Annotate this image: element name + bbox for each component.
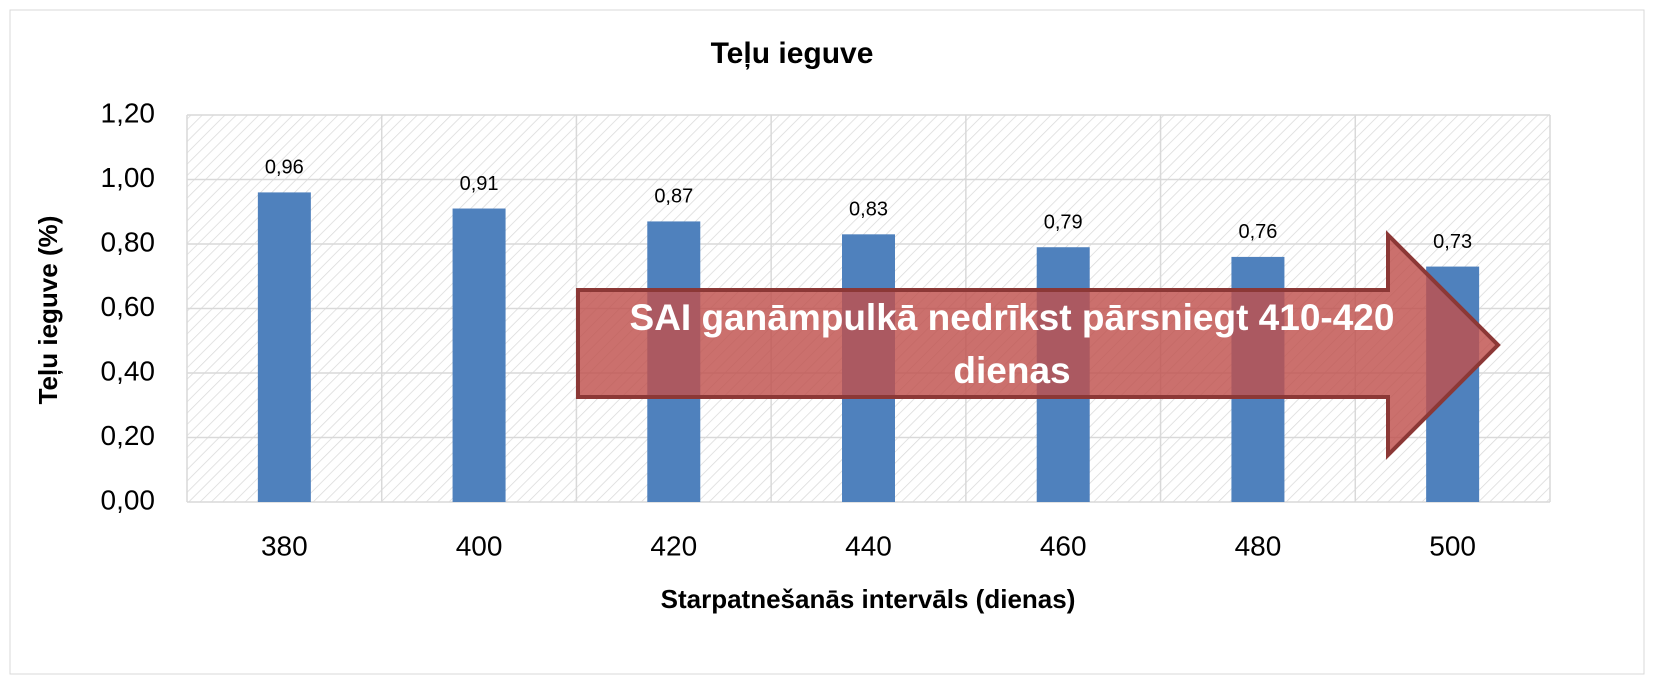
annotation: SAI ganāmpulkā nedrīkst pārsniegt 410-42… [629,296,1395,391]
y-tick-label: 0,60 [101,291,156,322]
data-label: 0,91 [460,173,499,195]
y-tick-label: 1,20 [101,97,156,128]
x-tick-label: 400 [456,530,503,561]
y-axis-label: Teļu ieguve (%) [33,216,63,405]
x-tick-label: 380 [261,530,308,561]
y-tick-label: 0,80 [101,226,156,257]
data-label: 0,73 [1433,231,1472,253]
x-tick-label: 480 [1235,530,1282,561]
y-tick-label: 1,00 [101,162,156,193]
y-tick-label: 0,00 [101,484,156,515]
bar [452,208,506,502]
x-tick-label: 440 [845,530,892,561]
x-axis-label: Starpatnešanās intervāls (dienas) [661,584,1076,614]
annotation-box: SAI ganāmpulkā nedrīkst pārsniegt 410-42… [629,296,1395,391]
chart-title: Teļu ieguve [711,37,874,70]
x-tick-label: 460 [1040,530,1087,561]
data-label: 0,96 [265,157,304,179]
y-tick-label: 0,20 [101,420,156,451]
y-tick-label: 0,40 [101,355,156,386]
x-tick-label: 500 [1429,530,1476,561]
data-label: 0,76 [1238,221,1277,243]
bar [257,192,311,502]
x-tick-label: 420 [650,530,697,561]
data-label: 0,87 [654,186,693,208]
data-label: 0,83 [849,199,888,221]
data-label: 0,79 [1044,212,1083,234]
annotation-arrow [576,230,1501,460]
